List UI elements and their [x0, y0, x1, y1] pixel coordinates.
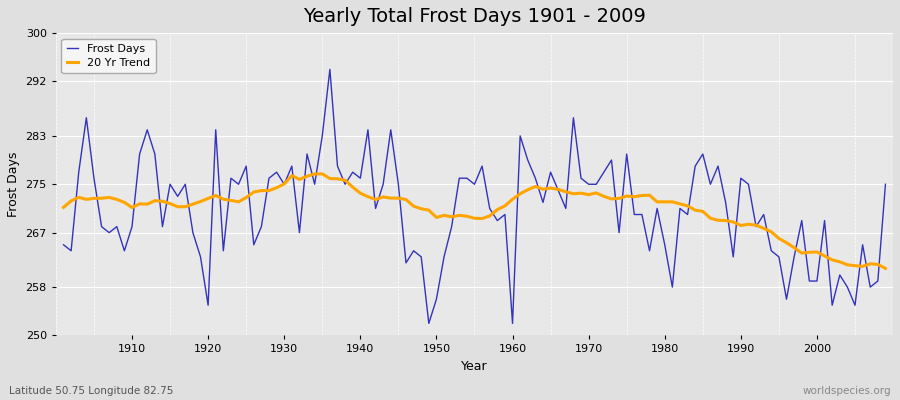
Frost Days [325, 67, 336, 72]
Frost Days [423, 321, 434, 326]
Frost Days [522, 158, 533, 162]
Frost Days [515, 134, 526, 138]
20 Yr Trend [58, 205, 69, 210]
Frost Days [119, 248, 130, 253]
Text: Latitude 50.75 Longitude 82.75: Latitude 50.75 Longitude 82.75 [9, 386, 174, 396]
Frost Days [880, 182, 891, 187]
20 Yr Trend [119, 200, 130, 205]
20 Yr Trend [880, 266, 891, 271]
20 Yr Trend [606, 196, 616, 201]
Title: Yearly Total Frost Days 1901 - 2009: Yearly Total Frost Days 1901 - 2009 [303, 7, 646, 26]
Frost Days [614, 230, 625, 235]
Line: 20 Yr Trend: 20 Yr Trend [64, 174, 886, 268]
Frost Days [339, 182, 350, 187]
Frost Days [58, 242, 69, 247]
20 Yr Trend [310, 172, 320, 176]
X-axis label: Year: Year [461, 360, 488, 373]
20 Yr Trend [507, 197, 517, 202]
20 Yr Trend [339, 178, 350, 183]
Frost Days [286, 164, 297, 168]
Y-axis label: Frost Days: Frost Days [7, 152, 20, 217]
20 Yr Trend [286, 173, 297, 178]
Line: Frost Days: Frost Days [64, 69, 886, 323]
Legend: Frost Days, 20 Yr Trend: Frost Days, 20 Yr Trend [61, 39, 156, 73]
20 Yr Trend [515, 191, 526, 196]
Text: worldspecies.org: worldspecies.org [803, 386, 891, 396]
